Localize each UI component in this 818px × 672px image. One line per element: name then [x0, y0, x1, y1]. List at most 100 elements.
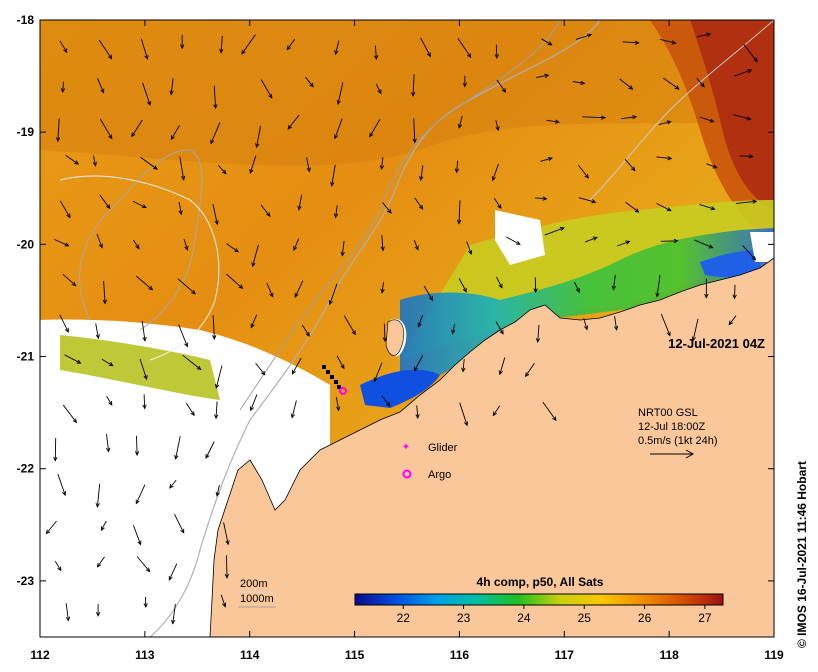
current-arrow-icon	[546, 119, 559, 123]
current-arrowhead-icon	[293, 245, 298, 251]
current-arrow-icon	[174, 514, 185, 533]
current-arrowhead-icon	[666, 120, 672, 125]
current-arrowhead-icon	[107, 54, 113, 60]
current-arrowhead-icon	[92, 161, 97, 167]
current-arrowhead-icon	[709, 118, 715, 123]
current-arrow-icon	[742, 245, 756, 261]
current-arrow-icon	[706, 163, 717, 169]
current-arrow-icon	[141, 320, 146, 341]
current-arrowhead-icon	[544, 73, 550, 78]
current-arrow-icon	[178, 201, 182, 215]
current-arrowhead-icon	[184, 342, 189, 348]
current-arrow-icon	[133, 239, 140, 249]
current-arrowhead-icon	[305, 331, 310, 337]
current-arrow-icon	[614, 316, 618, 330]
current-arrow-icon	[135, 275, 153, 291]
current-arrow-icon	[699, 203, 715, 210]
current-arrow-icon	[226, 243, 239, 253]
current-arrowhead-icon	[297, 205, 302, 211]
current-arrowhead-icon	[468, 249, 473, 255]
current-arrow-icon	[220, 35, 223, 53]
current-arrowhead-icon	[340, 251, 345, 257]
current-arrow-icon	[541, 38, 552, 46]
current-arrowhead-icon	[533, 288, 538, 294]
x-tick-label: 118	[659, 648, 679, 662]
current-arrowhead-icon	[746, 116, 752, 121]
current-arrowhead-icon	[96, 562, 102, 568]
current-arrowhead-icon	[74, 160, 80, 165]
current-arrowhead-icon	[71, 281, 77, 287]
current-arrowhead-icon	[143, 375, 148, 381]
current-arrowhead-icon	[673, 238, 679, 244]
current-legend: NRT00 GSL 12-Jul 18:00Z 0.5m/s (1kt 24h)	[638, 407, 717, 459]
colorbar-ticks: 22 23 24 25 26 27	[397, 605, 712, 625]
current-arrowhead-icon	[144, 54, 149, 60]
current-arrow-icon	[92, 155, 97, 166]
current-arrowhead-icon	[547, 41, 553, 46]
current-arrowhead-icon	[671, 40, 677, 45]
current-arrow-icon	[216, 485, 220, 496]
isobath-legend: 200m 1000m	[238, 578, 276, 608]
current-arrowhead-icon	[374, 55, 379, 61]
current-arrowhead-icon	[728, 320, 734, 326]
current-arrowhead-icon	[614, 325, 619, 331]
current-arrowhead-icon	[135, 244, 140, 250]
current-arrow-icon	[734, 284, 736, 299]
current-arrowhead-icon	[238, 284, 244, 289]
current-arrow-icon	[291, 400, 297, 418]
island	[385, 319, 405, 356]
current-arrowhead-icon	[575, 288, 580, 294]
x-axis-ticks: 112 113 114 115 116 117 118 119	[30, 20, 784, 662]
current-arrow-icon	[139, 358, 148, 380]
current-arrowhead-icon	[61, 491, 67, 497]
current-arrowhead-icon	[224, 573, 230, 579]
current-arrowhead-icon	[105, 204, 111, 210]
current-arrowhead-icon	[414, 366, 419, 372]
current-arrowhead-icon	[98, 243, 103, 249]
current-arrowhead-icon	[559, 226, 565, 232]
current-arrow-icon	[266, 282, 274, 297]
current-arrowhead-icon	[57, 566, 62, 572]
current-arrowhead-icon	[108, 134, 113, 140]
current-arrowhead-icon	[630, 166, 636, 172]
current-arrow-icon	[260, 204, 271, 217]
current-arrow-icon	[101, 358, 114, 367]
current-arrowhead-icon	[214, 220, 219, 226]
current-arrowhead-icon	[234, 248, 239, 253]
current-arrowhead-icon	[153, 165, 158, 170]
current-arrow-icon	[334, 118, 343, 139]
current-arrow-icon	[492, 163, 499, 181]
current-arrow-icon	[215, 401, 218, 419]
current-arrowhead-icon	[145, 567, 151, 573]
current-arrowhead-icon	[542, 196, 548, 201]
current-arrowhead-icon	[266, 212, 271, 218]
current-arrowhead-icon	[212, 335, 217, 340]
current-arrowhead-icon	[351, 330, 356, 336]
current-arrow-icon	[414, 355, 424, 371]
current-arrowhead-icon	[591, 199, 597, 204]
x-tick-label: 117	[555, 648, 575, 662]
current-arrowhead-icon	[497, 204, 502, 210]
current-arrowhead-icon	[412, 138, 417, 144]
y-tick-label: -23	[17, 574, 35, 588]
current-arrowhead-icon	[554, 119, 560, 124]
current-arrow-icon	[659, 38, 676, 44]
current-arrow-icon	[59, 314, 69, 333]
current-arrowhead-icon	[168, 575, 173, 581]
current-arrow-icon	[536, 74, 549, 79]
current-arrowhead-icon	[666, 207, 672, 212]
current-arrowhead-icon	[241, 49, 246, 55]
colorbar-tick-label: 26	[638, 611, 652, 625]
current-arrow-icon	[179, 156, 185, 180]
current-arrowhead-icon	[170, 135, 175, 141]
current-arrow-icon	[699, 116, 714, 123]
current-arrowhead-icon	[712, 164, 718, 169]
current-arrow-icon	[658, 121, 671, 126]
current-arrow-icon	[452, 323, 456, 334]
current-arrowhead-icon	[463, 421, 469, 427]
current-arrow-icon	[540, 157, 553, 162]
current-arrow-icon	[696, 78, 705, 87]
current-arrow-icon	[252, 244, 259, 267]
current-arrow-icon	[381, 395, 391, 407]
current-arrowhead-icon	[732, 294, 737, 300]
